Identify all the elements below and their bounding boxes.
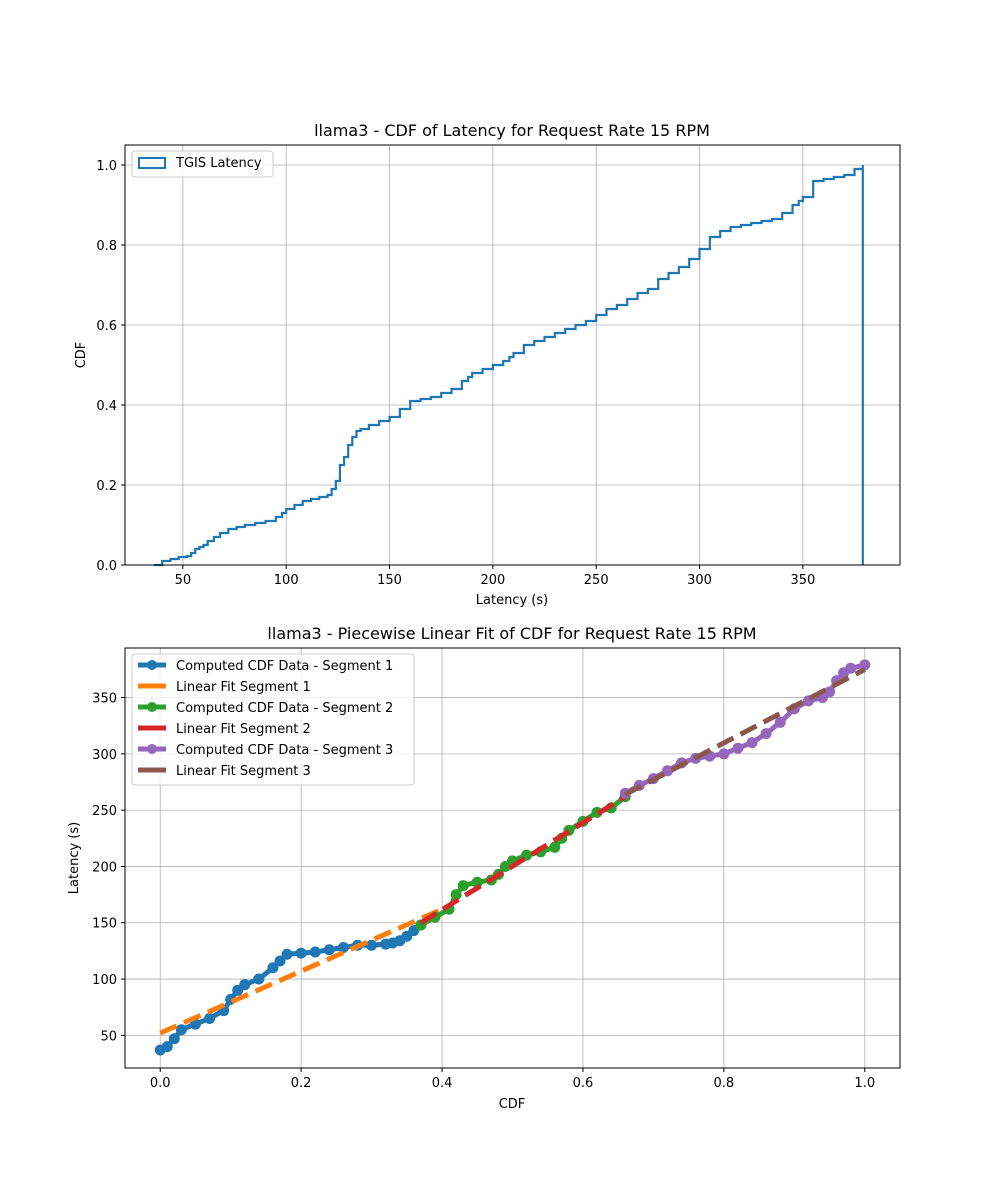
chart1-x-tick-label: 150 [377, 573, 402, 588]
chart1-y-axis-label: CDF [74, 342, 89, 369]
chart2-series-4-point [845, 662, 857, 674]
chart2-series-4-point [746, 737, 758, 749]
chart2-title: llama3 - Piecewise Linear Fit of CDF for… [267, 624, 756, 643]
chart1-x-tick-label: 300 [687, 573, 712, 588]
chart2-x-tick-label: 0.0 [150, 1076, 171, 1091]
chart1-y-tick-label: 0.0 [96, 559, 117, 574]
chart2-series-3-fit-line [419, 794, 627, 925]
legend-label-segment1-data: Computed CDF Data - Segment 1 [176, 659, 393, 674]
chart2-y-tick-label: 100 [92, 973, 117, 988]
chart1-axes-frame [124, 144, 901, 566]
chart2-series-0-point [337, 942, 349, 954]
chart1-legend-box [131, 150, 274, 178]
chart2-x-tick-label: 1.0 [854, 1076, 875, 1091]
chart1-ticks: 50 100 150 200 250 300 350 0.0 0.2 0.4 0.6 0.8 1.0 [96, 159, 815, 588]
chart2-x-axis-label: CDF [499, 1097, 526, 1112]
chart2-y-tick-label: 300 [92, 748, 117, 763]
chart2-legend: Computed CDF Data - Segment 1 Linear Fit… [131, 653, 415, 786]
cdf-chart: 50 100 150 200 250 300 350 0.0 0.2 0.4 0.6 0.8 1.0 l… [74, 121, 901, 608]
chart2-series-4-point [824, 686, 836, 698]
chart2-series-2-point [549, 841, 561, 853]
chart2-y-tick-label: 200 [92, 860, 117, 875]
chart1-series [153, 165, 864, 567]
chart1-y-tick-label: 1.0 [96, 159, 117, 174]
piecewise-fit-chart: 0.0 0.2 0.4 0.6 0.8 1.0 50 100 150 200 250 300 350 l… [67, 624, 901, 1112]
chart2-x-tick-label: 0.6 [573, 1076, 594, 1091]
legend-label-tgis-latency: TGIS Latency [175, 156, 262, 171]
chart1-y-tick-label: 0.8 [96, 239, 117, 254]
chart2-x-tick-label: 0.4 [432, 1076, 453, 1091]
chart1-series-0-line [153, 165, 864, 567]
legend-marker-segment2-data [147, 702, 157, 712]
chart2-series-0-point [274, 955, 286, 967]
chart2-series-4-point [859, 659, 871, 671]
chart1-y-tick-label: 0.6 [96, 319, 117, 334]
legend-marker-segment1-data [147, 660, 157, 670]
chart1-y-tick-label: 0.2 [96, 479, 117, 494]
chart2-series-2-point [471, 876, 483, 888]
chart2-series-4-point [760, 728, 772, 740]
chart1-title: llama3 - CDF of Latency for Request Rate… [314, 121, 710, 140]
legend-marker-segment3-data [147, 744, 157, 754]
chart2-x-tick-label: 0.8 [714, 1076, 735, 1091]
chart2-y-tick-label: 250 [92, 804, 117, 819]
chart2-series [154, 659, 871, 1056]
chart1-x-tick-label: 350 [790, 573, 815, 588]
chart1-x-axis-label: Latency (s) [476, 593, 548, 608]
chart2-series-0-point [323, 944, 335, 956]
chart2-ticks: 0.0 0.2 0.4 0.6 0.8 1.0 50 100 150 200 250 300 350 [92, 692, 875, 1091]
chart2-series-4-point [662, 765, 673, 777]
chart1-x-tick-label: 100 [274, 573, 299, 588]
chart2-y-axis-label: Latency (s) [67, 822, 82, 894]
chart2-series-0-point [366, 939, 378, 951]
chart2-y-tick-label: 150 [92, 917, 117, 932]
chart1-y-tick-label: 0.4 [96, 399, 117, 414]
legend-label-segment1-fit: Linear Fit Segment 1 [176, 680, 311, 695]
chart2-series-0-point [295, 947, 307, 959]
chart2-series-4-point [774, 716, 786, 728]
chart2-series-0-point [267, 962, 279, 974]
chart2-series-0-point [309, 946, 321, 958]
chart1-x-tick-label: 250 [584, 573, 609, 588]
chart1-legend: TGIS Latency [131, 150, 274, 178]
chart2-series-5-fit-line [624, 667, 866, 797]
chart2-series-0-point [168, 1033, 180, 1045]
chart2-legend-box [131, 653, 415, 786]
legend-swatch-tgis-latency [138, 157, 166, 169]
chart2-series-4-point [718, 748, 730, 760]
chart2-x-tick-label: 0.2 [291, 1076, 312, 1091]
legend-label-segment3-data: Computed CDF Data - Segment 3 [176, 743, 393, 758]
chart1-x-tick-label: 200 [480, 573, 505, 588]
chart2-series-0-point [253, 973, 265, 985]
chart2-series-0-point [204, 1012, 216, 1024]
chart1-x-tick-label: 50 [175, 573, 192, 588]
legend-label-segment2-fit: Linear Fit Segment 2 [176, 722, 311, 737]
chart2-series-0-point [161, 1041, 173, 1053]
chart2-series-0-point [239, 979, 251, 991]
chart2-axes-frame [124, 647, 901, 1069]
chart2-series-4-point [732, 742, 744, 754]
chart2-series-0-point [281, 948, 293, 960]
legend-label-segment2-data: Computed CDF Data - Segment 2 [176, 701, 393, 716]
chart2-y-tick-label: 350 [92, 692, 117, 707]
chart2-series-2-point [450, 889, 462, 901]
legend-label-segment3-fit: Linear Fit Segment 3 [176, 764, 311, 779]
chart2-y-tick-label: 50 [100, 1029, 117, 1044]
chart2-series-2-point [457, 880, 469, 892]
chart2-series-0-point [175, 1024, 187, 1036]
